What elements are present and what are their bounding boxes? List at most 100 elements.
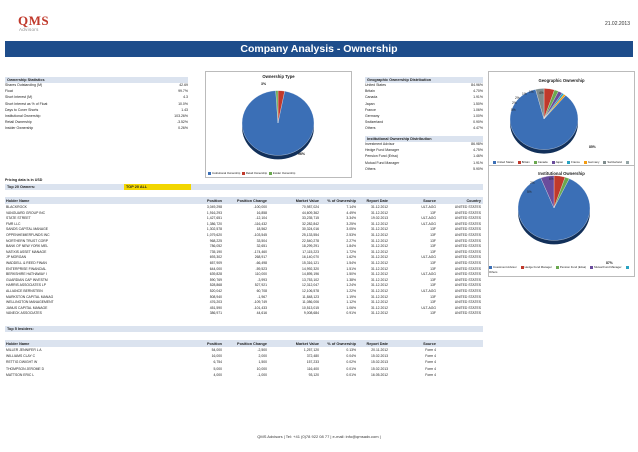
holders-cell: HARRIS ASSOCIATES LP	[6, 283, 47, 288]
insiders-cell: THOMPSON JEROME D	[6, 366, 45, 371]
holders-row: JANUS CAPITAL MANAGE 451,590 -101,433 10,51…	[5, 306, 483, 312]
holders-row: GUARDIAN CAP INVESTM 590,769 -3,993 13,753,…	[5, 278, 483, 284]
holders-cell: 1.50%	[346, 272, 356, 277]
holders-cell: UNITED STATES	[454, 272, 481, 277]
holders-cell: 33,504	[256, 238, 267, 243]
institutional-distribution-panel: Institutional Ownership Distribution Inv…	[365, 136, 483, 172]
insiders-cell: 0.02%	[346, 360, 356, 365]
holders-row: NORTHERN TRUST CORP 968,225 33,504 22,540,2…	[5, 239, 483, 245]
holders-cell: 31.12.2012	[371, 289, 388, 293]
stat-label: Float	[5, 89, 13, 94]
inst-legend-item: Others	[489, 265, 630, 274]
geo-value: 1.50%	[473, 101, 483, 106]
stat-row: Float 99.7%	[5, 89, 188, 95]
holders-col-header: Source	[423, 198, 436, 203]
holders-cell: -12,104	[255, 216, 268, 221]
holders-cell: UNITED STATES	[454, 277, 481, 282]
holders-cell: 9,008,684	[303, 311, 319, 316]
geographic-slice-6	[535, 88, 545, 120]
geo-label-germany: 1%	[529, 90, 534, 94]
stat-row: Short Interest as % of Float 10.0%	[5, 102, 188, 108]
geo-row: Germany 1.00%	[365, 114, 483, 120]
holders-cell: -66,498	[255, 261, 268, 265]
holders-cell: 7.14%	[346, 205, 356, 209]
insiders-cell: 16.05.2012	[371, 372, 388, 377]
holders-cell: 3.05%	[346, 227, 356, 232]
geographic-ownership-pie	[509, 88, 579, 154]
holders-cell: MARKSTON CAPITAL MANAG	[6, 294, 54, 299]
holders-cell: 1,079,620	[206, 233, 222, 237]
holders-cell: UNITED STATES	[454, 300, 481, 305]
holders-cell: FMR LLC	[6, 221, 21, 226]
holders-cell: 2.53%	[346, 233, 356, 237]
ownership-type-label-small: 3%	[261, 82, 267, 86]
holders-cell: VANGUARD GROUP INC	[6, 210, 46, 215]
inst-legend-item: Pension Fund (Erisa)	[555, 265, 586, 269]
insiders-cell: 372,480	[306, 354, 319, 359]
inst-row: Others 5.90%	[365, 167, 483, 173]
geographic-ownership-chart: Geographic Ownership 85% 5% 2% 2% 1% 1% …	[488, 71, 635, 178]
geo-row: Switzerland 0.90%	[365, 120, 483, 126]
geo-label: Canada	[365, 95, 378, 100]
geo-label: Britain	[365, 89, 375, 94]
stat-value: 99.7%	[178, 89, 188, 94]
insiders-cell: 15.02.2013	[371, 366, 388, 371]
company-logo: QMS	[18, 13, 50, 28]
top-owners-selector[interactable]: TOP 20 ALL	[124, 184, 191, 190]
holders-cell: 16,858	[256, 210, 267, 215]
holders-cell: UNITED STATES	[454, 216, 481, 221]
holders-row: WADDELL & REED FINAN 657,909 -66,498 15,316…	[5, 261, 483, 267]
geo-label-us: 85%	[589, 145, 596, 149]
holders-cell: -59,523	[255, 266, 268, 271]
holders-cell: 110,000	[254, 272, 267, 277]
ownership-type-slice-2	[275, 90, 279, 124]
insiders-cell: 1,500	[258, 360, 268, 365]
holders-cell: UNITED STATES	[454, 227, 481, 232]
insiders-cell: 93,120	[308, 372, 319, 377]
geo-label: Germany	[365, 114, 380, 118]
geo-legend-item: Germany	[583, 160, 599, 164]
holders-cell: 31.12.2012	[371, 294, 388, 299]
geo-value: 4.70%	[473, 89, 483, 94]
insiders-cell: 2,000	[258, 354, 268, 359]
insiders-table-header	[5, 340, 483, 347]
holders-cell: UNITED STATES	[454, 266, 481, 271]
holders-cell: 31.12.2012	[371, 300, 388, 305]
holders-col-header: Holder Name	[6, 198, 30, 203]
holders-cell: 4.49%	[346, 210, 356, 215]
holders-cell: ULT-AGG	[421, 216, 436, 221]
top-owners-header: Top 20 Owners:	[5, 184, 483, 190]
holders-cell: UNITED STATES	[454, 249, 481, 254]
geo-label: Switzerland	[365, 120, 384, 125]
holders-cell: UNITED STATES	[454, 283, 481, 288]
legend-institutional: Institutional Ownership	[212, 171, 241, 175]
stat-row: Institutional Ownership 103.26%	[5, 114, 188, 120]
legend-insider: Insider Ownership	[272, 171, 296, 175]
holders-cell: 1,302,578	[206, 227, 222, 232]
holders-cell: 476,203	[209, 300, 222, 305]
geographic-distribution-header: Geographic Ownership Distribution	[365, 77, 483, 83]
institutional-ownership-legend: Investment Advisor Hedge Fund Manager Pens…	[489, 265, 634, 274]
holders-cell: ENTERPRISE FINANCIAL	[6, 266, 47, 271]
insiders-cell: Form 4	[425, 348, 436, 352]
insiders-cell: Form 4	[425, 360, 436, 365]
insiders-cell: 20.11.2012	[371, 348, 388, 352]
holders-cell: 1.62%	[346, 255, 356, 260]
holders-cell: 590,769	[209, 277, 222, 282]
holders-cell: 1.38%	[346, 277, 356, 282]
inst-label: Investment Advisor	[365, 142, 395, 146]
holders-cell: ULT-AGG	[421, 255, 436, 260]
holders-cell: 13F	[430, 300, 436, 305]
holders-cell: 17,115,223	[302, 249, 319, 254]
geo-row: Britain 4.70%	[365, 89, 483, 95]
holders-cell: 527,921	[254, 283, 267, 288]
geo-legend-item: Switzerland	[603, 160, 622, 164]
holders-cell: 3.25%	[346, 221, 356, 226]
institutional-ownership-title: Institutional Ownership	[538, 171, 585, 176]
geo-legend-item: United States	[493, 160, 514, 164]
holders-cell: 31.12.2012	[371, 249, 388, 254]
holders-cell: -3,993	[257, 277, 267, 282]
holders-cell: 451,590	[209, 305, 222, 310]
holders-cell: 31.12.2012	[371, 238, 388, 243]
holders-row: VANECK ASSOCIATES 386,971 44,616 9,008,684 0…	[5, 311, 483, 317]
